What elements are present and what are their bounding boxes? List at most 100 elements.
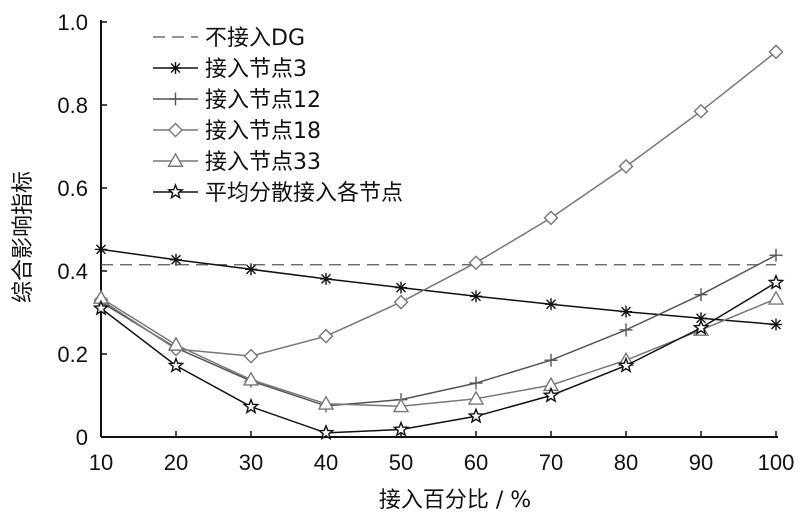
marker-stroke [170,63,181,73]
marker-shape [92,299,110,316]
data-point [245,263,257,276]
y-axis-title: 综合影响指标 [11,171,36,303]
marker-shape [393,294,409,310]
legend-item: 接入节点18 [153,119,321,144]
legend-label: 接入节点12 [205,88,321,113]
data-point [395,281,407,294]
data-point [167,356,185,373]
x-tick-label: 30 [239,450,263,475]
series-layer [92,44,785,441]
data-point [317,423,335,441]
data-point [393,294,409,310]
y-tick-label: 0.2 [57,342,88,367]
series-5 [92,273,785,441]
series-4 [92,289,785,413]
data-point [768,44,784,60]
marker-shape [618,158,634,174]
legend-marker [169,92,182,106]
y-tick-label: 1.0 [57,10,88,35]
series-2 [94,248,783,413]
legend-item: 平均分散接入各节点 [153,181,403,206]
data-point [170,253,182,266]
data-point [92,299,110,316]
marker-stroke [96,244,106,255]
x-tick-label: 100 [758,450,795,475]
data-point [242,397,260,414]
marker-shape [242,397,260,414]
marker-stroke [246,264,256,275]
marker-shape [242,371,260,386]
data-point [468,255,484,271]
marker-shape [768,44,784,60]
series-line [100,297,777,408]
data-point [544,353,558,367]
data-point [619,323,633,337]
marker-shape [392,420,410,437]
marker-shape [167,336,185,351]
legend-label: 接入节点33 [205,150,321,175]
data-point [470,290,482,303]
marker-stroke [546,299,556,310]
legend-item: 接入节点33 [153,150,321,175]
marker-shape [767,290,785,305]
y-tick-label: 0.4 [57,259,88,284]
series-line [100,248,777,326]
legend-marker [168,122,183,138]
legend-item: 接入节点3 [153,57,307,82]
marker-shape [318,328,334,344]
data-point [392,397,410,413]
marker-stroke [621,306,631,317]
data-point [320,272,332,285]
legend: 不接入DG 接入节点3 接入节点12 接入节点18 接入节点33 平均分散接入各节点 [153,26,403,206]
data-point [543,210,559,226]
series-1 [95,243,782,331]
marker-shape [467,407,485,424]
x-tick-label: 50 [389,450,413,475]
marker-stroke [171,254,181,265]
axes: 10 20 30 40 50 60 70 80 90 100 0 0.2 0.4 0.6 0.8 1.0 [57,10,794,475]
marker-stroke [321,273,331,284]
data-point [545,298,557,311]
marker-stroke [396,282,406,293]
data-point [167,336,185,351]
data-point [692,318,710,336]
x-tick-label: 60 [464,450,488,475]
data-point [769,248,783,262]
marker-shape [767,273,785,290]
legend-label: 不接入DG [205,26,305,51]
legend-marker [166,183,185,200]
marker-shape [317,395,335,410]
data-point [243,348,259,364]
series-line [100,254,777,407]
marker-shape [468,255,484,271]
x-tick-label: 70 [539,450,563,475]
data-point [620,305,632,318]
y-tick-label: 0 [76,425,88,450]
marker-shape [167,356,185,373]
marker-shape [167,152,184,167]
marker-shape [243,348,259,364]
marker-shape [392,397,410,413]
y-tick-label: 0.6 [57,176,88,201]
data-point [617,356,635,373]
marker-shape [166,183,185,200]
data-point [767,290,785,305]
data-point [318,328,334,344]
marker-stroke [471,291,481,302]
marker-shape [693,103,709,119]
data-point [542,386,560,403]
series-3 [93,44,784,364]
marker-shape [467,390,485,405]
y-tick-label: 0.8 [57,93,88,118]
data-point [693,103,709,119]
data-point [767,273,785,290]
data-point [467,390,485,405]
data-point [317,395,335,410]
marker-shape [692,318,710,336]
legend-label: 接入节点18 [205,119,321,144]
legend-marker [167,152,184,167]
x-tick-label: 90 [689,450,713,475]
data-point [618,158,634,174]
marker-shape [168,122,183,138]
